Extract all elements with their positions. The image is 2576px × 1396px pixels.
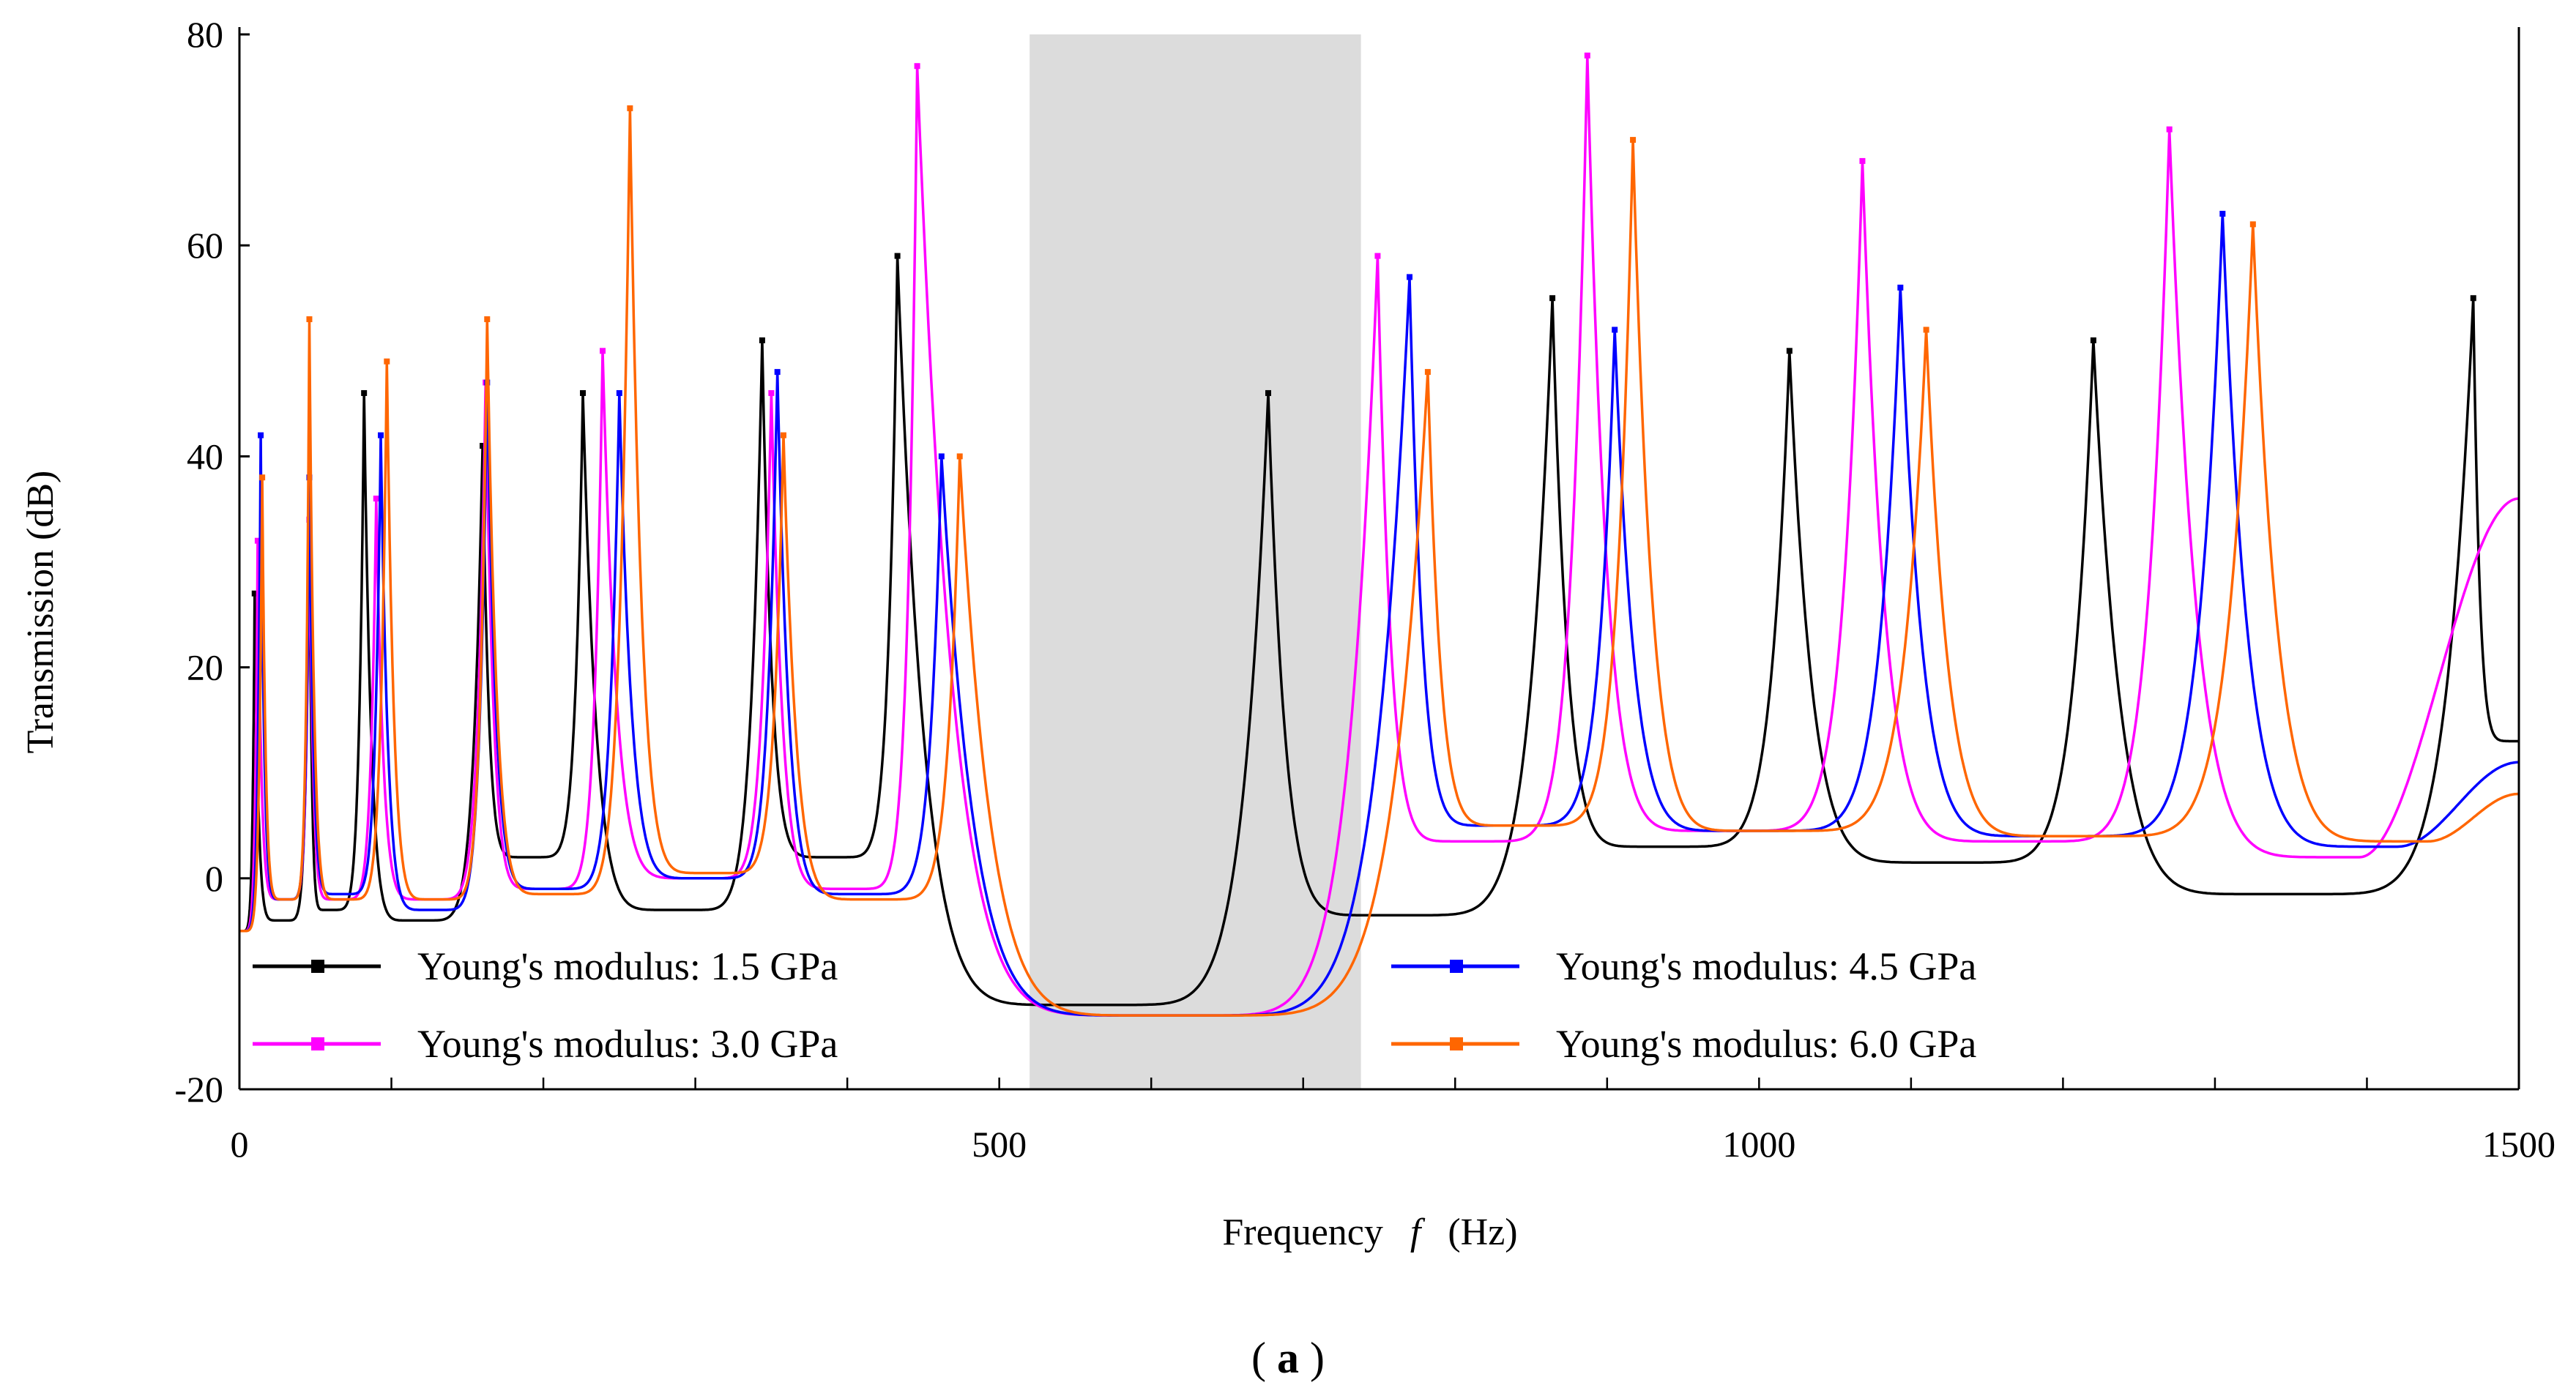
legend-label: Young's modulus: 6.0 GPa [1556,1022,1976,1066]
y-tick-label: 60 [187,225,223,266]
series-line-3 [239,213,2519,1017]
series-1-peak-5 [580,389,587,396]
series-1-peak-4 [480,442,486,449]
x-tick-label: 1500 [2482,1124,2555,1165]
series-4-peak-2 [306,316,313,323]
series-1-peak-1 [251,590,258,597]
series-4-peak-1 [259,474,266,481]
series-3-peak-9 [1612,326,1618,333]
series-1-peak-6 [759,337,765,343]
series-3-peak-1 [258,432,264,438]
series-3-peak-11 [2219,210,2226,217]
series-4-peak-6 [780,432,786,438]
series-3-peak-10 [1897,284,1904,291]
series-2-peak-9 [1584,52,1590,59]
series-1 [239,253,2519,1007]
series-2-peak-8 [1374,253,1381,259]
legend-swatch-marker [311,960,324,973]
series-2-peak-11 [2166,126,2173,132]
series-2-peak-10 [1859,157,1866,164]
x-axis-tick-labels: 0 500 1000 1500 [231,1124,2556,1165]
x-tick-label: 1000 [1722,1124,1795,1165]
legend-item-4: Young's modulus: 6.0 GPa [1391,1022,1976,1066]
x-axis-title-variable: f [1410,1212,1426,1253]
plot-area [238,27,2520,1091]
y-tick-label: 40 [187,436,223,477]
legend-label: Young's modulus: 1.5 GPa [417,944,838,988]
series-line-1 [239,255,2519,1007]
series-4-peak-5 [627,105,633,111]
x-axis-title-unit: (Hz) [1448,1212,1517,1253]
x-tick-label: 500 [972,1124,1027,1165]
series-2-peak-3 [373,496,379,502]
series-1-peak-11 [2090,337,2096,343]
legend-swatch-marker [1450,1037,1463,1050]
series-4-peak-9 [1630,137,1637,143]
series-4-peak-4 [484,316,491,323]
series-4-peak-11 [2249,221,2256,228]
series-3-peak-7 [938,453,945,460]
legend-label: Young's modulus: 3.0 GPa [417,1022,838,1066]
legend-label: Young's modulus: 4.5 GPa [1556,944,1976,988]
y-tick-label: 80 [187,14,223,55]
series-1-peak-7 [894,253,901,259]
series-2-peak-7 [914,63,920,70]
series-1-peak-12 [2470,295,2476,302]
series-2-peak-5 [600,348,606,354]
legend-item-3: Young's modulus: 4.5 GPa [1391,944,1976,988]
y-tick-label: -20 [174,1069,223,1110]
series-1-peak-10 [1786,348,1793,354]
series-3-peak-5 [616,389,622,396]
legend: Young's modulus: 1.5 GPa Young's modulus:… [253,944,1976,1066]
legend-item-1: Young's modulus: 1.5 GPa [253,944,838,988]
series-4-peak-8 [1424,369,1431,376]
axes [238,27,2520,1091]
series-4 [239,105,2519,1017]
x-tick-label: 0 [231,1124,249,1165]
series-4-peak-7 [956,453,963,460]
caption-letter: a [1277,1334,1299,1382]
figure-caption: ( a ) [1251,1334,1325,1382]
series-line-4 [239,108,2519,1017]
series-3-peak-6 [774,369,781,376]
caption-prefix: ( [1251,1334,1266,1382]
series-2-peak-1 [254,537,261,544]
series-4-peak-10 [1923,326,1929,333]
series-layer [239,52,2520,1017]
legend-swatch-marker [1450,960,1463,973]
y-tick-label: 20 [187,647,223,688]
series-3-peak-8 [1407,274,1413,280]
band-gap-region [1030,34,1361,1089]
caption-suffix: ) [1310,1334,1325,1382]
series-1-peak-9 [1549,295,1556,302]
y-axis-tick-labels: -20 0 20 40 60 80 [174,14,223,1110]
series-1-peak-3 [361,389,368,396]
x-axis-title-prefix: Frequency [1222,1212,1382,1253]
series-3-peak-3 [378,432,384,438]
y-tick-label: 0 [205,858,223,899]
legend-item-2: Young's modulus: 3.0 GPa [253,1022,838,1066]
x-axis-title: Frequency f (Hz) [1222,1212,1517,1253]
series-3 [239,210,2519,1017]
y-axis-title: Transmission (dB) [20,471,62,754]
legend-swatch-marker [311,1037,324,1050]
series-1-peak-8 [1265,389,1272,396]
series-2-peak-6 [768,389,775,396]
series-4-peak-3 [384,358,390,365]
